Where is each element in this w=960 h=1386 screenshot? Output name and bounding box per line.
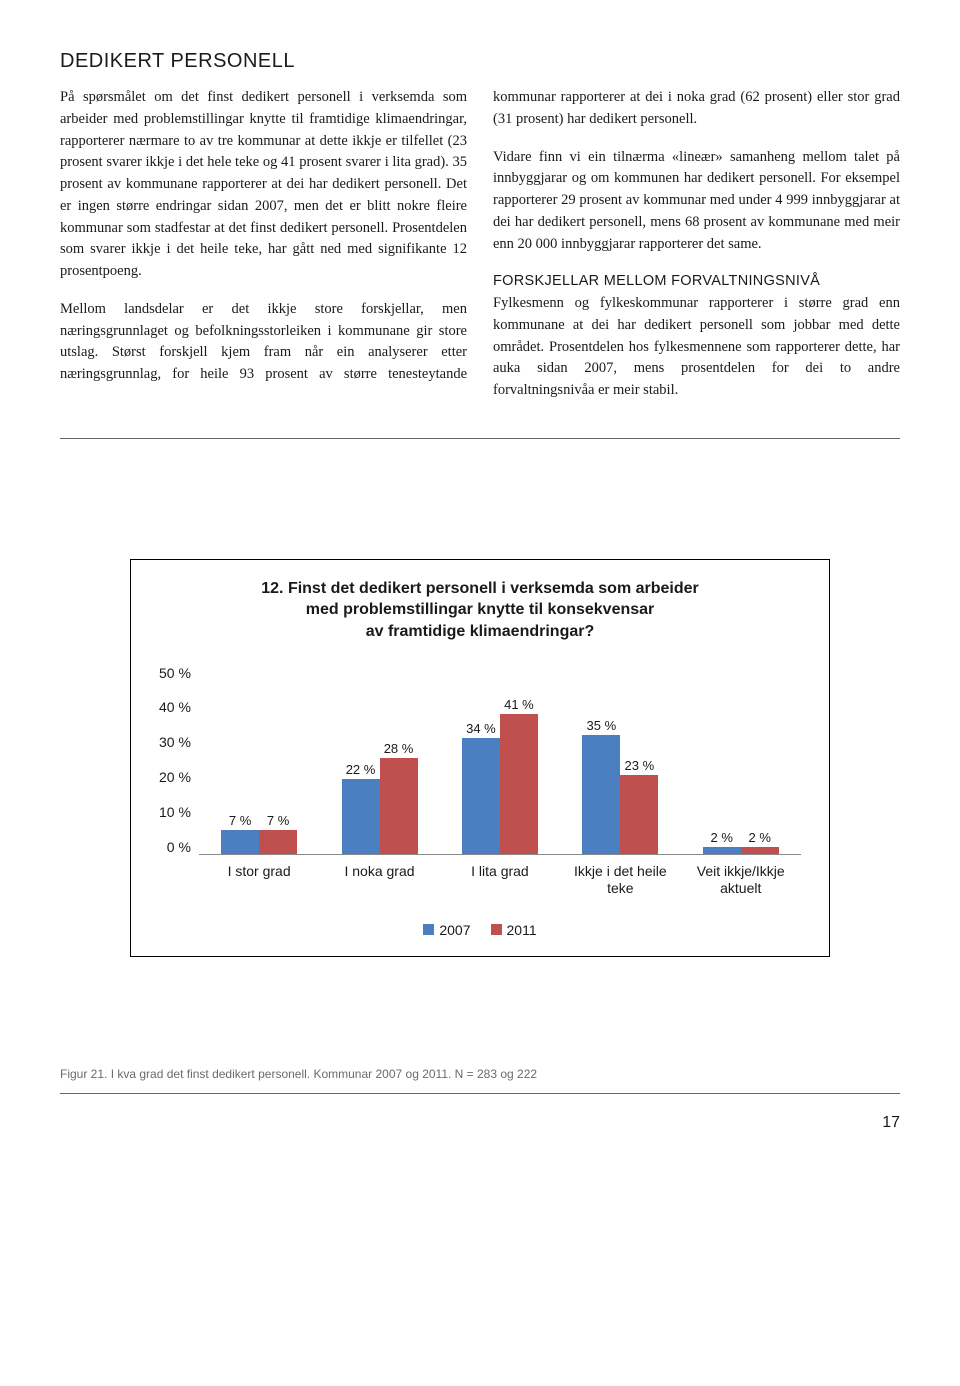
bar-value-label: 22 % (346, 762, 376, 777)
page-heading: DEDIKERT PERSONELL (60, 50, 900, 73)
chart-container: 12. Finst det dedikert personell i verks… (130, 559, 830, 957)
paragraph-4: FORSKJELLAR MELLOM FORVALTNINGSNIVÅ Fylk… (493, 271, 900, 402)
bar-column: 28 % (380, 741, 418, 853)
legend-swatch (423, 924, 434, 935)
figure-caption: Figur 21. I kva grad det finst dedikert … (60, 1067, 900, 1081)
bar-column: 23 % (620, 758, 658, 853)
x-tick: I noka grad (325, 863, 433, 898)
chart-title-line2: med problemstillingar knytte til konsekv… (306, 601, 655, 618)
section-divider (60, 438, 900, 439)
bar-group: 2 % 2 % (687, 830, 795, 854)
bar (500, 714, 538, 853)
legend-label: 2011 (507, 922, 537, 938)
bar (582, 735, 620, 854)
y-tick: 10 % (159, 804, 191, 820)
paragraph-1: På spørsmålet om det finst dedikert pers… (60, 87, 467, 283)
chart-x-axis: I stor grad I noka grad I lita grad Ikkje i… (199, 863, 801, 898)
x-tick: I lita grad (446, 863, 554, 898)
chart-plot-area: 7 % 7 % 22 % 28 % 34 % 41 % 35 % 23 % 2 % 2 % (199, 665, 801, 855)
bar (259, 830, 297, 854)
caption-divider (60, 1093, 900, 1094)
subheading: FORSKJELLAR MELLOM FORVALTNINGSNIVÅ (493, 273, 820, 289)
bar-column: 2 % (703, 830, 741, 854)
bar-column: 2 % (741, 830, 779, 854)
y-tick: 0 % (167, 839, 191, 855)
body-columns: På spørsmålet om det finst dedikert pers… (60, 87, 900, 402)
bar (620, 775, 658, 853)
chart-plot: 50 % 40 % 30 % 20 % 10 % 0 % 7 % 7 % 22 % 28 % 34… (159, 665, 801, 898)
bar-value-label: 7 % (229, 813, 251, 828)
bar-column: 7 % (259, 813, 297, 854)
x-tick: Veit ikkje/Ikkje aktuelt (687, 863, 795, 898)
bar (380, 758, 418, 853)
bar-column: 7 % (221, 813, 259, 854)
bar (342, 779, 380, 854)
bar-column: 22 % (342, 762, 380, 854)
x-tick: I stor grad (205, 863, 313, 898)
page-number: 17 (60, 1114, 900, 1132)
bar-group: 7 % 7 % (205, 813, 313, 854)
bar (221, 830, 259, 854)
bar-value-label: 34 % (466, 721, 496, 736)
chart-title: 12. Finst det dedikert personell i verks… (159, 578, 801, 643)
paragraph-4-text: Fylkesmenn og fylkeskommunar rapporterer… (493, 295, 900, 398)
bar-group: 22 % 28 % (325, 741, 433, 853)
bar-value-label: 28 % (384, 741, 414, 756)
bar-value-label: 7 % (267, 813, 289, 828)
bar-group: 35 % 23 % (566, 718, 674, 854)
bar (741, 847, 779, 854)
chart-title-line1: 12. Finst det dedikert personell i verks… (261, 580, 699, 597)
bar-value-label: 2 % (749, 830, 771, 845)
legend-item: 2011 (491, 922, 537, 938)
chart-title-line3: av framtidige klimaendringar? (366, 623, 595, 640)
y-tick: 50 % (159, 665, 191, 681)
bar-value-label: 41 % (504, 697, 534, 712)
paragraph-3: Vidare finn vi ein tilnærma «lineær» sam… (493, 147, 900, 256)
y-tick: 40 % (159, 699, 191, 715)
y-tick: 20 % (159, 769, 191, 785)
legend-swatch (491, 924, 502, 935)
bar-column: 35 % (582, 718, 620, 854)
chart-y-axis: 50 % 40 % 30 % 20 % 10 % 0 % (159, 665, 199, 855)
bar-group: 34 % 41 % (446, 697, 554, 853)
x-tick: Ikkje i det heile teke (566, 863, 674, 898)
bar-value-label: 2 % (711, 830, 733, 845)
legend-item: 2007 (423, 922, 470, 938)
bar-column: 41 % (500, 697, 538, 853)
y-tick: 30 % (159, 734, 191, 750)
bar-column: 34 % (462, 721, 500, 854)
bar (703, 847, 741, 854)
bar (462, 738, 500, 854)
bar-value-label: 35 % (587, 718, 617, 733)
bar-value-label: 23 % (625, 758, 655, 773)
legend-label: 2007 (439, 922, 470, 938)
chart-legend: 2007 2011 (159, 922, 801, 938)
